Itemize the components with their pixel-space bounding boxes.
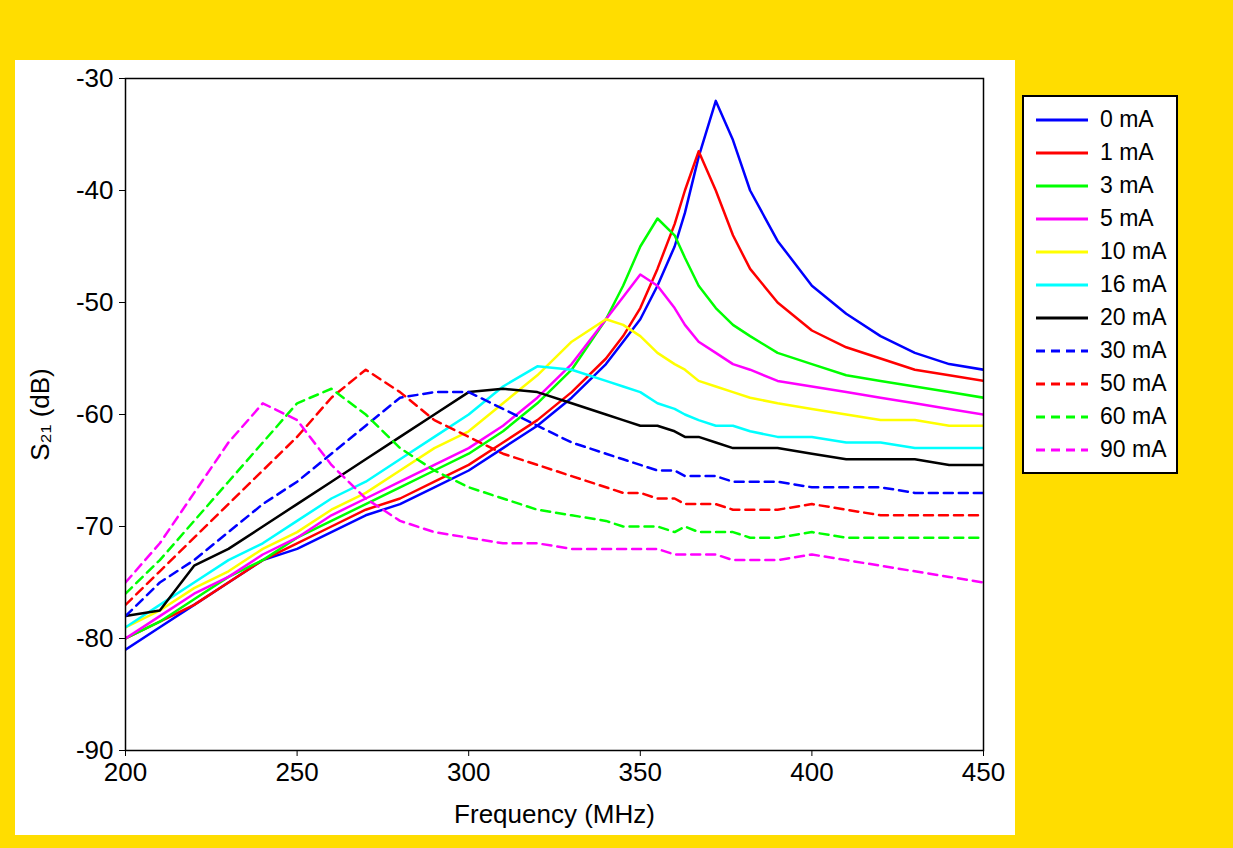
svg-text:-70: -70	[76, 511, 114, 541]
svg-text:S₂₁ (dB): S₂₁ (dB)	[25, 368, 55, 461]
html-text:90 mA: 90 mA	[1100, 436, 1167, 462]
html-text:16 mA: 16 mA	[1100, 271, 1167, 297]
svg-text:-30: -30	[76, 63, 114, 93]
html-text:60 mA: 60 mA	[1100, 403, 1167, 429]
html-text:3 mA: 3 mA	[1100, 172, 1154, 198]
svg-text:200: 200	[104, 757, 147, 787]
svg-text:-50: -50	[76, 287, 114, 317]
svg-text:-80: -80	[76, 623, 114, 653]
svg-text:450: 450	[962, 757, 1005, 787]
svg-text:250: 250	[275, 757, 318, 787]
html-text:10 mA: 10 mA	[1100, 238, 1167, 264]
html-text:1 mA: 1 mA	[1100, 139, 1154, 165]
svg-text:350: 350	[619, 757, 662, 787]
svg-text:Frequency (MHz): Frequency (MHz)	[454, 799, 655, 829]
svg-text:400: 400	[790, 757, 833, 787]
html-text:20 mA: 20 mA	[1100, 304, 1167, 330]
html-text:5 mA: 5 mA	[1100, 205, 1154, 231]
svg-text:-90: -90	[75, 734, 114, 765]
html-text:30 mA: 30 mA	[1100, 337, 1167, 363]
svg-text:-40: -40	[76, 175, 114, 205]
html-text:50 mA: 50 mA	[1100, 370, 1167, 396]
svg-text:300: 300	[447, 757, 490, 787]
html-text:0 mA: 0 mA	[1100, 106, 1154, 132]
svg-text:-60: -60	[76, 399, 114, 429]
